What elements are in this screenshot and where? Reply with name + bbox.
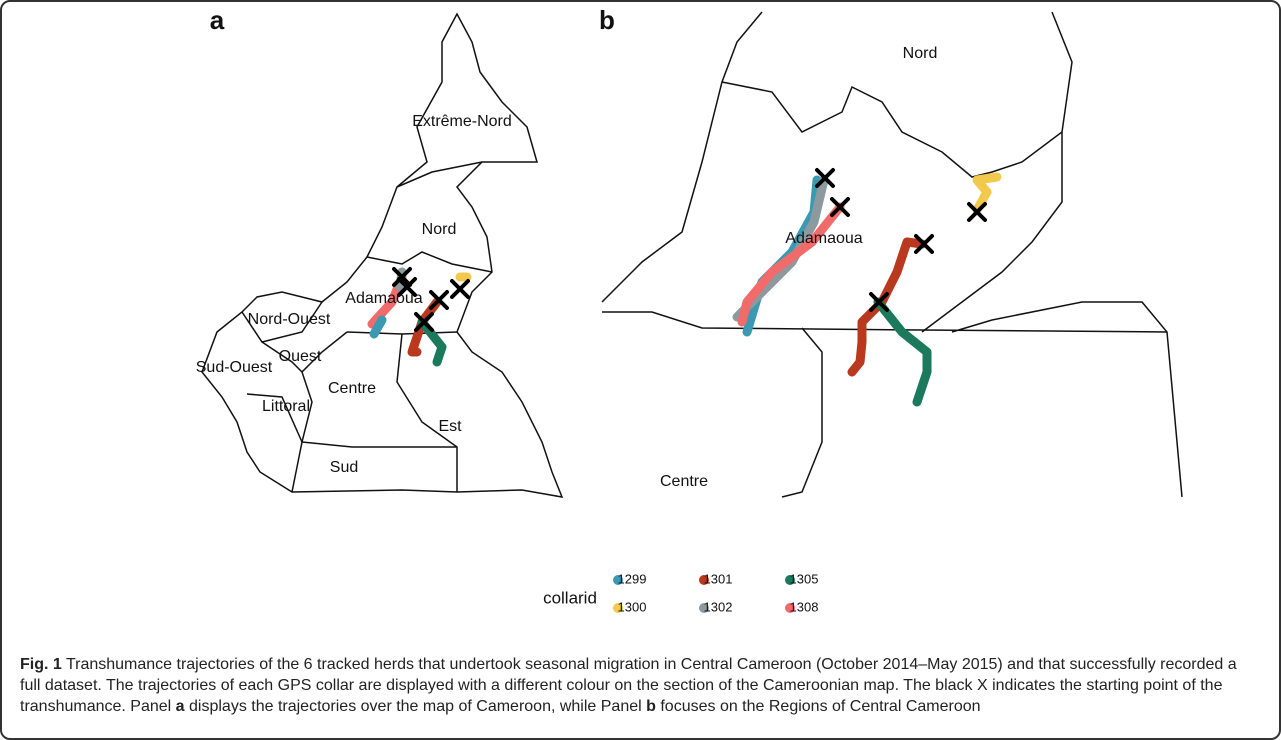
legend-swatch [613,575,623,585]
legend-swatch [699,575,709,585]
legend-label: 1301 [704,571,733,586]
x-marker [450,279,470,299]
legend-swatch [785,575,795,585]
region-labels: Extrême-Nord Nord Adamaoua Nord-Ouest Ou… [196,45,938,490]
panel-label: b [599,5,615,35]
region-label: Littoral [262,398,310,415]
legend-swatch [699,603,709,613]
legend-label: 1299 [618,571,647,586]
caption-text: focuses on the Regions of Central Camero… [655,698,981,715]
region-label: Est [438,418,462,435]
region-label: Nord-Ouest [248,311,331,328]
region-label: Nord [903,45,938,62]
region-label: Ouest [279,348,322,365]
legend-label: 1302 [704,599,733,614]
figure-number: Fig. 1 [20,656,62,673]
legend-label: 1300 [618,599,647,614]
maps: a b Extrême-Nord Nord Adamaoua Nord-Oues… [196,5,1183,614]
region-label: Nord [422,221,457,238]
legend-label: 1308 [790,599,819,614]
legend-title: collarid [543,588,597,607]
caption-text: displays the trajectories over the map o… [184,698,647,715]
x-marker [869,292,889,312]
start-markers [392,168,987,332]
region-label: Adamaoua [345,290,422,307]
region-label: Centre [328,380,376,397]
legend-swatch [785,603,795,613]
x-marker [914,234,934,254]
region-label: Centre [660,473,708,490]
region-label: Sud [330,459,358,476]
legend-swatch [613,603,623,613]
region-label: Extrême-Nord [412,113,512,130]
legend-label: 1305 [790,571,819,586]
x-marker [429,290,449,310]
map-b [601,11,1183,498]
caption-text: b [646,698,656,715]
region-label: Sud-Ouest [196,359,273,376]
map-a [201,12,564,498]
tracks [367,172,1002,407]
panel-label: a [210,5,225,35]
x-marker [830,197,850,217]
region-label: Adamaoua [785,230,862,247]
x-marker [815,168,835,188]
caption: Fig. 1 Transhumance trajectories of the … [20,654,1260,717]
caption-text: Transhumance trajectories of the 6 track… [20,656,1237,715]
x-marker [967,202,987,222]
caption-text: a [175,698,185,715]
x-marker [414,312,434,332]
x-marker [397,277,417,297]
x-marker [392,267,412,287]
legend: 1299 1301 1305 1300 1302 1308 [613,571,818,614]
